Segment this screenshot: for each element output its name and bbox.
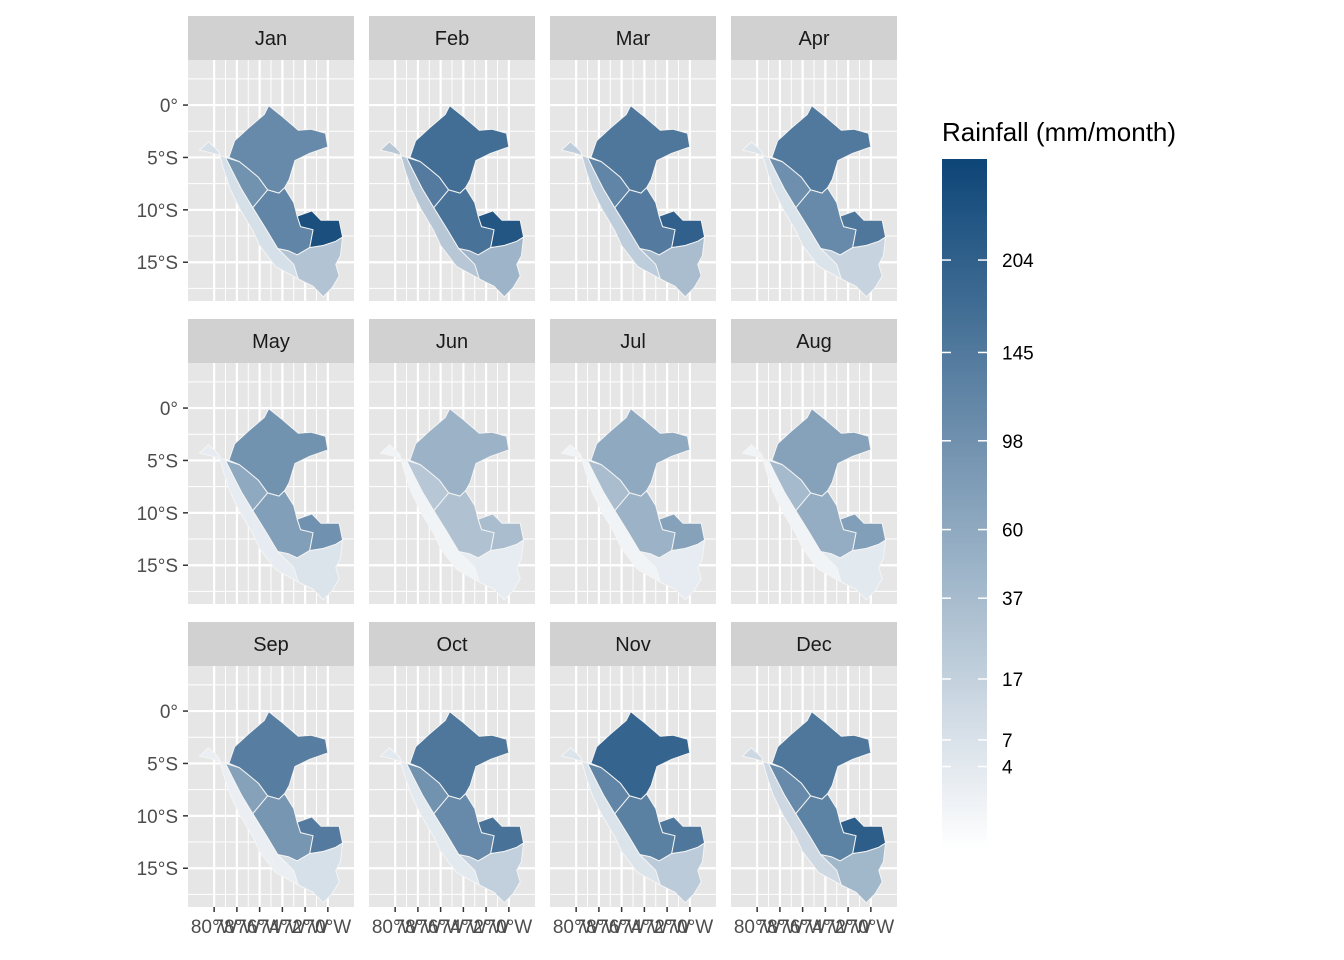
x-tick-label: 70°W [848,917,895,938]
y-tick-label: 10°S [137,504,178,525]
legend-colorbar [942,159,987,849]
legend-break-label: 37 [1002,589,1023,610]
facet-strip [369,622,535,666]
facet-panel-apr: Apr [731,16,897,301]
x-tick-label: 70°W [667,917,714,938]
y-tick-label: 15°S [137,859,178,880]
facet-strip-label: Jul [620,331,646,353]
facet-strip-label: Jun [436,331,468,353]
facet-strip-label: Jan [255,28,287,50]
map-region-south [639,842,706,904]
facet-strip-label: Feb [435,28,469,50]
legend-break-label: 98 [1002,432,1023,453]
facet-strip-label: Mar [616,28,651,50]
facet-panel-aug: Aug [731,319,897,604]
axes: 0° 5°S 10°S 15°S 0° 5°S 10°S 15°S 0° 5°S 10°S 15°S 8… [137,96,895,938]
facet-panel-oct: Oct [369,622,535,907]
map-region-south [458,539,525,601]
y-tick-label: 0° [160,702,178,723]
facet-strip [369,319,535,363]
x-tick-label: 70°W [305,917,352,938]
facet-strip [188,622,354,666]
facet-panel-dec: Dec [731,622,897,907]
map-region-south [458,236,525,298]
map-region-south [639,236,706,298]
facet-strip [188,16,354,60]
legend-break-label: 7 [1002,731,1013,752]
x-tick-label: 70°W [486,917,533,938]
y-tick-label: 0° [160,96,178,117]
x-tick-label: 74°W [440,917,487,938]
x-tick-label: 80°W [191,917,238,938]
facet-strip [550,622,716,666]
y-tick-label: 10°S [137,807,178,828]
legend-break-label: 4 [1002,758,1013,779]
facet-panel-feb: Feb [369,16,535,301]
map-region-south [639,539,706,601]
x-tick-label: 78°W [214,917,261,938]
x-tick-label: 76°W [236,917,283,938]
legend-break-label: 17 [1002,670,1023,691]
facet-strip [369,16,535,60]
x-tick-label: 76°W [598,917,645,938]
facet-strip-label: Aug [796,331,832,353]
facet-panel-mar: Mar [550,16,716,301]
y-tick-label: 5°S [147,451,178,472]
legend: Rainfall (mm/month) 204 145 98 60 37 17 7 4 [942,117,1176,849]
facet-strip-label: Nov [615,634,651,656]
facet-strip-label: Oct [436,634,468,656]
map-region-south [820,842,887,904]
facet-strip [731,16,897,60]
x-tick-label: 72°W [825,917,872,938]
x-tick-label: 78°W [395,917,442,938]
facet-strip [731,319,897,363]
map-region-south [820,236,887,298]
x-tick-label: 74°W [802,917,849,938]
y-tick-label: 5°S [147,148,178,169]
map-region-south [277,539,344,601]
map-region-south [277,236,344,298]
legend-break-label: 145 [1002,343,1034,364]
facet-panel-jun: Jun [369,319,535,604]
y-tick-label: 15°S [137,253,178,274]
x-tick-label: 72°W [644,917,691,938]
x-tick-label: 72°W [463,917,510,938]
facet-strip [188,319,354,363]
y-tick-label: 15°S [137,556,178,577]
x-tick-label: 74°W [621,917,668,938]
x-tick-label: 80°W [553,917,600,938]
y-tick-label: 5°S [147,754,178,775]
facet-strip-label: May [252,331,290,353]
x-tick-label: 78°W [576,917,623,938]
facet-panel-jan: Jan [188,16,354,301]
x-tick-label: 74°W [259,917,306,938]
map-region-south [277,842,344,904]
map-region-south [458,842,525,904]
facet-panel-nov: Nov [550,622,716,907]
legend-break-label: 204 [1002,251,1034,272]
facet-strip [731,622,897,666]
facet-strip [550,16,716,60]
facet-strip-label: Sep [253,634,289,656]
x-tick-label: 76°W [779,917,826,938]
x-tick-label: 76°W [417,917,464,938]
facet-panel-sep: Sep [188,622,354,907]
y-tick-label: 10°S [137,201,178,222]
facet-strip [550,319,716,363]
facet-panels: Jan Feb Mar Apr May Jun Jul Aug Sep Oct Nov Dec [188,16,897,907]
y-tick-label: 0° [160,399,178,420]
legend-title: Rainfall (mm/month) [942,117,1176,147]
x-tick-label: 80°W [372,917,419,938]
x-tick-label: 72°W [282,917,329,938]
facet-panel-may: May [188,319,354,604]
facet-strip-label: Dec [796,634,832,656]
map-region-south [820,539,887,601]
facet-panel-jul: Jul [550,319,716,604]
legend-break-label: 60 [1002,521,1023,542]
x-tick-label: 78°W [757,917,804,938]
facet-strip-label: Apr [798,28,829,50]
x-tick-label: 80°W [734,917,781,938]
